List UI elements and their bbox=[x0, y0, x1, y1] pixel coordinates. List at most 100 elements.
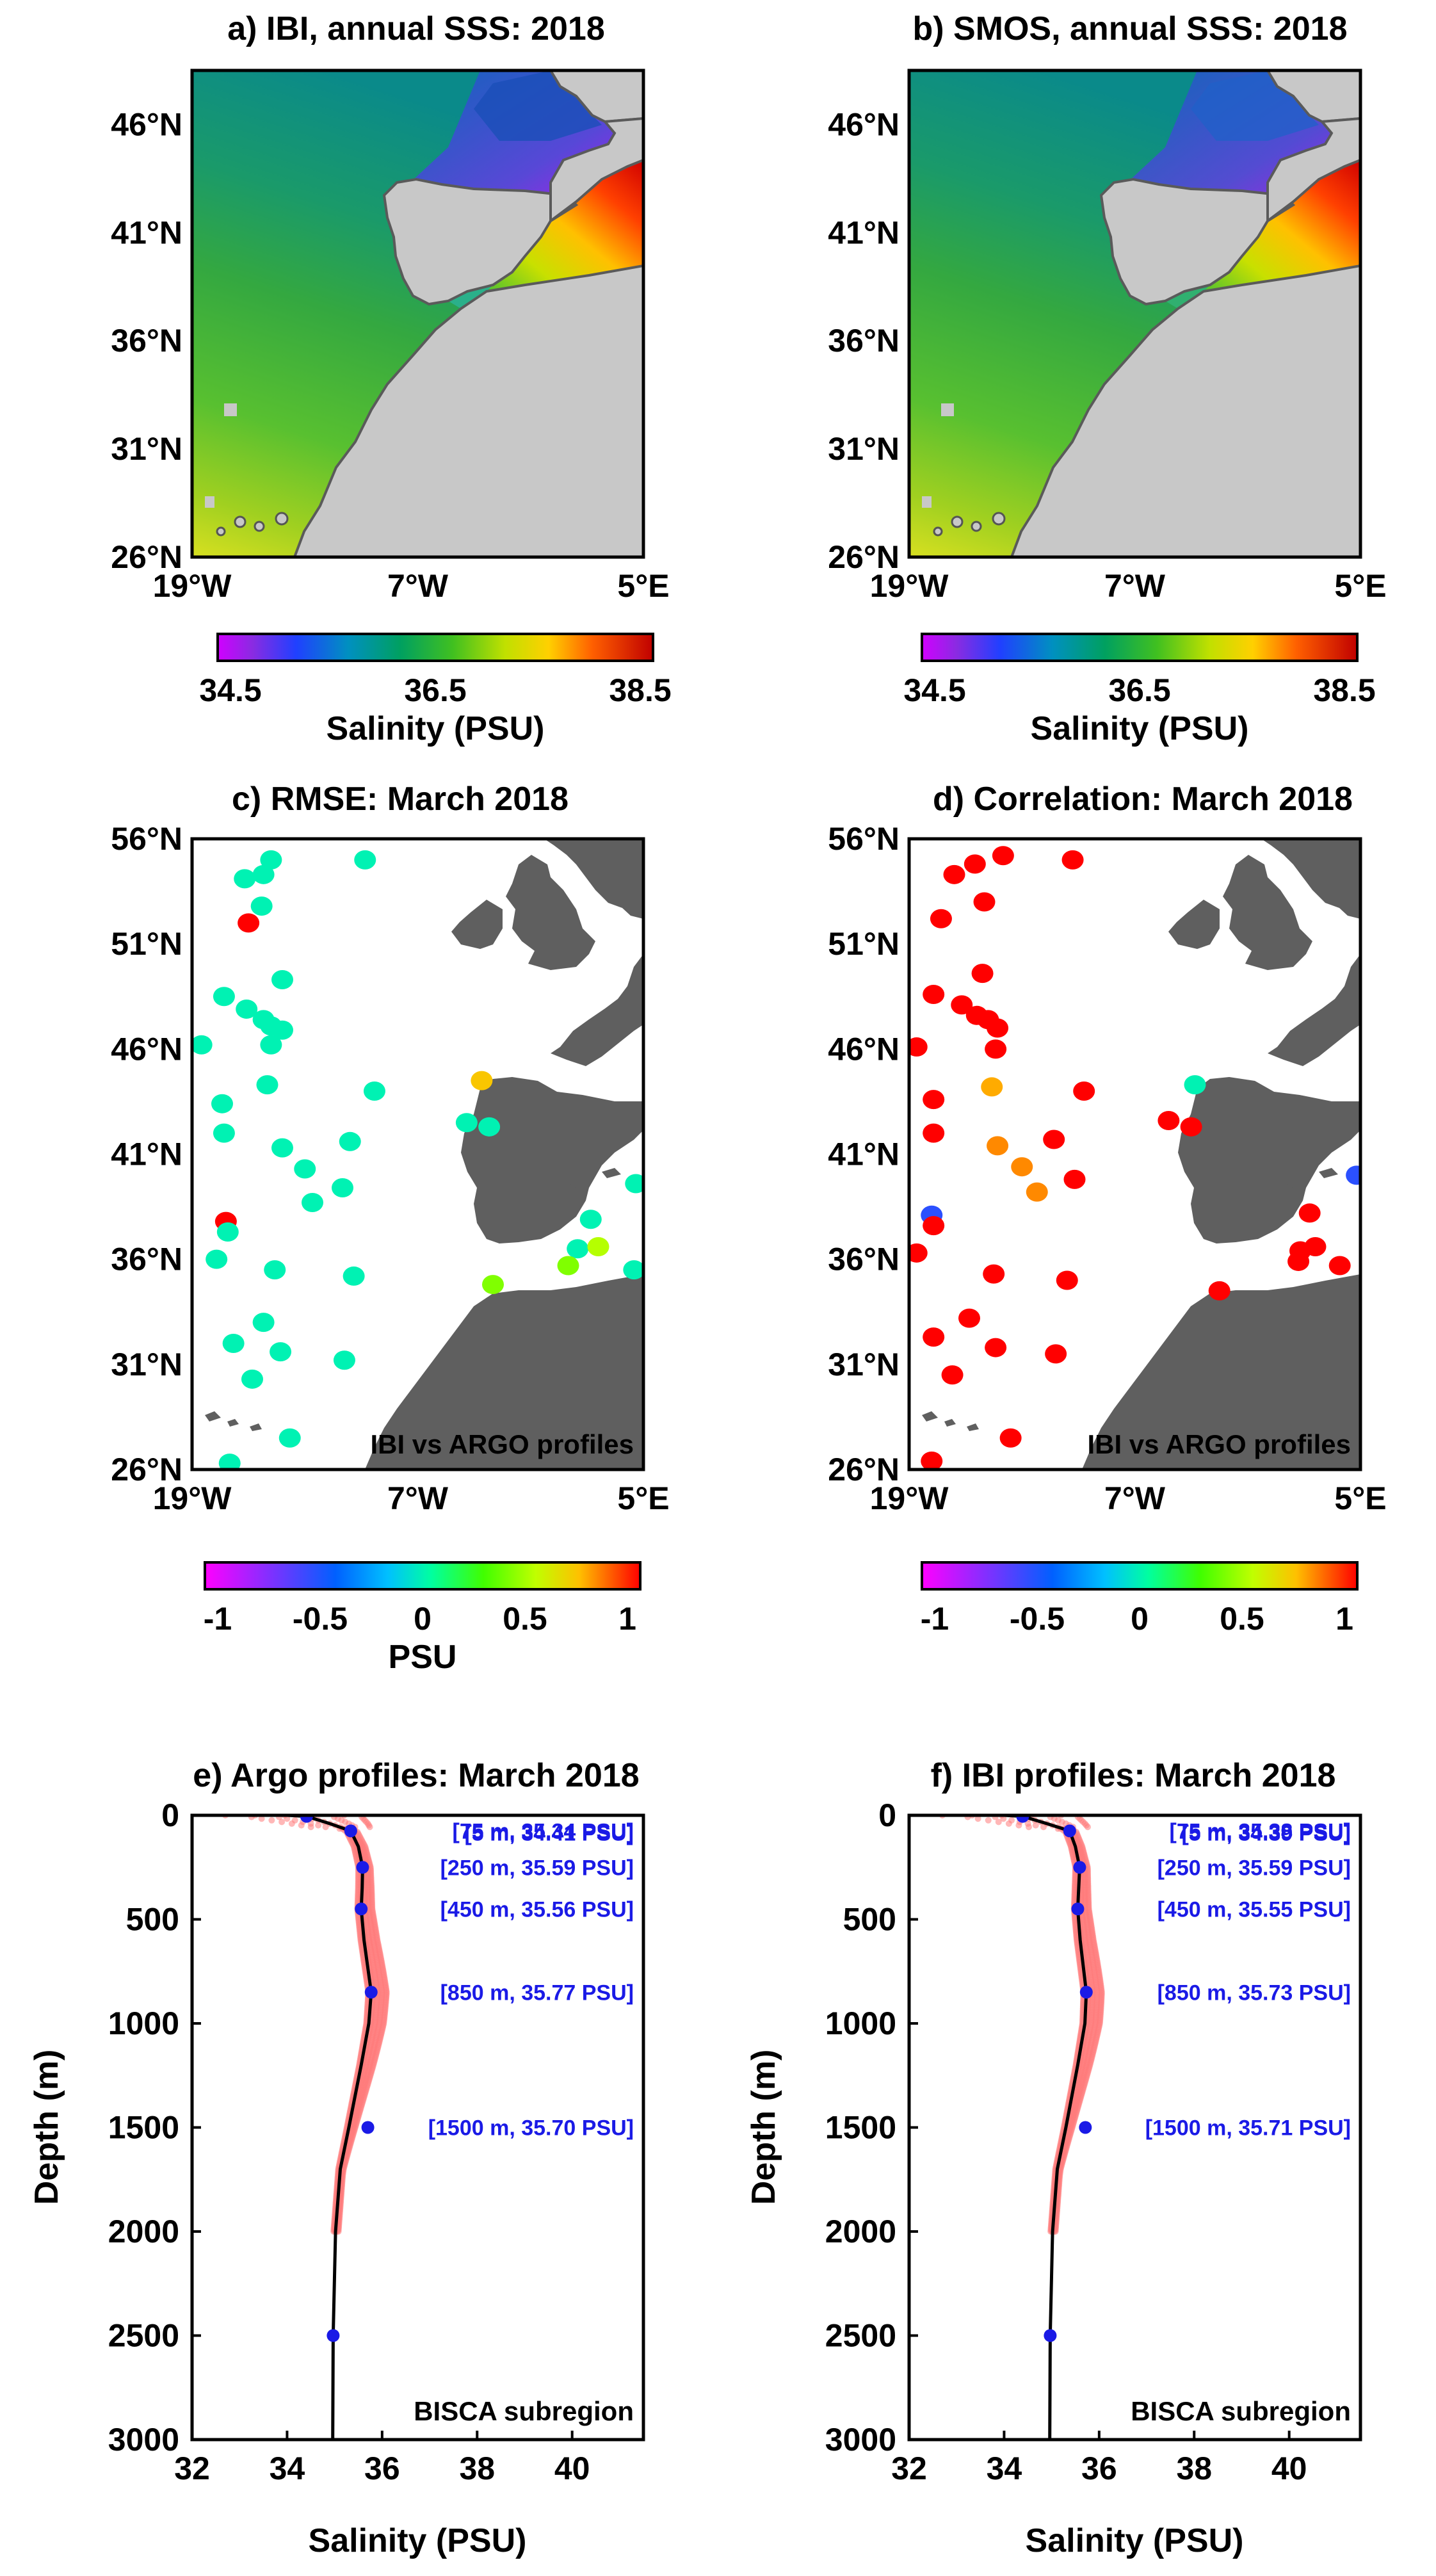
profile-f-ylabel: Depth (m) bbox=[745, 2050, 782, 2205]
salinity-tick-label: 32 bbox=[891, 2450, 927, 2486]
argo-point bbox=[923, 1123, 945, 1143]
lon-tick-label: 7°W bbox=[1104, 1480, 1166, 1516]
argo-point bbox=[236, 999, 258, 1019]
argo-point bbox=[278, 1428, 301, 1448]
profile-sample bbox=[1084, 1824, 1091, 1831]
lon-tick-label: 19°W bbox=[153, 568, 232, 604]
depth-marker bbox=[1016, 1815, 1029, 1823]
cb-c-tick-2: 0 bbox=[414, 1601, 432, 1637]
argo-point bbox=[973, 892, 996, 912]
argo-point bbox=[951, 995, 973, 1015]
argo-point bbox=[1026, 1182, 1048, 1202]
panel-d-lon-axis: 19°W 7°W 5°E bbox=[870, 1480, 1387, 1516]
cb-c-tick-4: 1 bbox=[618, 1601, 636, 1637]
argo-point bbox=[238, 913, 260, 933]
lat-tick-label: 51°N bbox=[828, 926, 900, 962]
argo-point bbox=[985, 1039, 1007, 1059]
argo-point bbox=[1208, 1281, 1230, 1300]
panel-b-lon-axis: 19°W 7°W 5°E bbox=[870, 568, 1387, 604]
cb-d-tick-3: 0.5 bbox=[1220, 1601, 1264, 1637]
depth-annotation: [850 m, 35.77 PSU] bbox=[440, 1981, 634, 2005]
cb-d-tick-0: -1 bbox=[921, 1601, 949, 1637]
profile-f-mean-line bbox=[1004, 1815, 1088, 2440]
argo-point bbox=[981, 1077, 1003, 1097]
depth-marker bbox=[356, 1861, 369, 1874]
profile-sample bbox=[1005, 1820, 1012, 1827]
panel-d-lat-axis: 56°N 51°N 46°N 41°N 36°N 31°N 26°N bbox=[828, 821, 900, 1487]
lat-tick-label: 51°N bbox=[111, 926, 182, 962]
colorbar-b-ramp bbox=[921, 633, 1359, 662]
depth-annotation: [1500 m, 35.71 PSU] bbox=[1145, 2116, 1351, 2141]
salinity-tick-label: 32 bbox=[174, 2450, 210, 2486]
lon-tick-label: 5°E bbox=[1334, 568, 1386, 604]
lat-tick-label: 41°N bbox=[111, 1137, 182, 1172]
panel-c-lon-axis: 19°W 7°W 5°E bbox=[153, 1480, 670, 1516]
cb-b-label: Salinity (PSU) bbox=[1031, 710, 1249, 747]
profile-sample bbox=[322, 1824, 329, 1831]
profile-sample bbox=[985, 1817, 992, 1824]
argo-point bbox=[587, 1236, 609, 1256]
colorbar-c-ramp bbox=[204, 1561, 641, 1591]
correlation-points bbox=[909, 846, 1360, 1470]
argo-point bbox=[302, 1193, 323, 1213]
depth-marker bbox=[1044, 2329, 1057, 2342]
argo-point bbox=[218, 1454, 241, 1470]
panel-c-title: c) RMSE: March 2018 bbox=[232, 781, 569, 818]
lat-tick-label: 36°N bbox=[111, 1242, 182, 1277]
lat-tick-label: 41°N bbox=[828, 215, 900, 250]
lat-tick-label: 31°N bbox=[828, 431, 900, 467]
panel-c-inset: IBI vs ARGO profiles bbox=[370, 1429, 634, 1459]
profile-sample bbox=[1040, 1824, 1047, 1831]
cb-c-tick-3: 0.5 bbox=[503, 1601, 547, 1637]
argo-point bbox=[1056, 1270, 1078, 1290]
sss-field-alboran bbox=[448, 285, 493, 309]
depth-tick-label: 500 bbox=[843, 1902, 896, 1938]
argo-point bbox=[1063, 1169, 1086, 1189]
sss-field-bay-dark bbox=[1191, 70, 1319, 141]
panel-a: a) IBI, annual SSS: 2018 46°N 41°N 36°N 31°… bbox=[111, 10, 671, 747]
salinity-tick-label: 38 bbox=[1176, 2450, 1212, 2486]
depth-marker bbox=[355, 1902, 368, 1916]
colorbar-a-ramp bbox=[216, 633, 654, 662]
profile-sample bbox=[366, 1824, 373, 1831]
argo-point bbox=[478, 1117, 501, 1137]
panel-d-title: d) Correlation: March 2018 bbox=[933, 781, 1353, 818]
panel-c-colorbar: -1 -0.5 0 0.5 1 PSU bbox=[204, 1561, 641, 1676]
depth-marker bbox=[1073, 1861, 1086, 1874]
cb-b-tick-2: 38.5 bbox=[1313, 672, 1375, 708]
depth-marker bbox=[344, 1824, 357, 1838]
argo-point bbox=[343, 1266, 365, 1286]
colorbar-d-ramp bbox=[921, 1561, 1359, 1591]
depth-marker bbox=[327, 2329, 340, 2342]
argo-point bbox=[271, 1020, 293, 1040]
argo-point bbox=[1346, 1165, 1360, 1185]
argo-point bbox=[987, 1018, 1009, 1038]
profile-sample bbox=[278, 1819, 286, 1826]
sss-field-bay-dark bbox=[474, 70, 602, 141]
profile-sample bbox=[995, 1819, 1002, 1826]
depth-marker bbox=[300, 1815, 313, 1823]
lat-tick-label: 36°N bbox=[828, 1242, 900, 1277]
argo-point bbox=[332, 1178, 353, 1198]
cb-a-tick-0: 34.5 bbox=[199, 672, 261, 708]
argo-point bbox=[971, 964, 994, 984]
argo-point bbox=[1061, 850, 1084, 870]
argo-point bbox=[471, 1071, 493, 1090]
argo-point bbox=[363, 1081, 385, 1101]
argo-point bbox=[923, 984, 945, 1004]
lat-tick-label: 26°N bbox=[111, 1452, 182, 1487]
lon-tick-label: 5°E bbox=[617, 1480, 669, 1516]
argo-point bbox=[206, 1249, 228, 1269]
sss-field-mediterranean bbox=[487, 160, 643, 291]
depth-annotation: [5 m, 34.39 PSU] bbox=[1181, 1822, 1351, 1846]
argo-point bbox=[339, 1131, 361, 1151]
profile-sample bbox=[1000, 1815, 1007, 1822]
argo-point bbox=[333, 1350, 355, 1370]
argo-point bbox=[930, 909, 952, 928]
argo-point bbox=[222, 1334, 245, 1353]
salinity-tick-label: 40 bbox=[1271, 2450, 1307, 2486]
depth-annotation: [5 m, 34.41 PSU] bbox=[464, 1822, 634, 1846]
argo-point bbox=[567, 1239, 589, 1259]
argo-point bbox=[1180, 1117, 1202, 1137]
